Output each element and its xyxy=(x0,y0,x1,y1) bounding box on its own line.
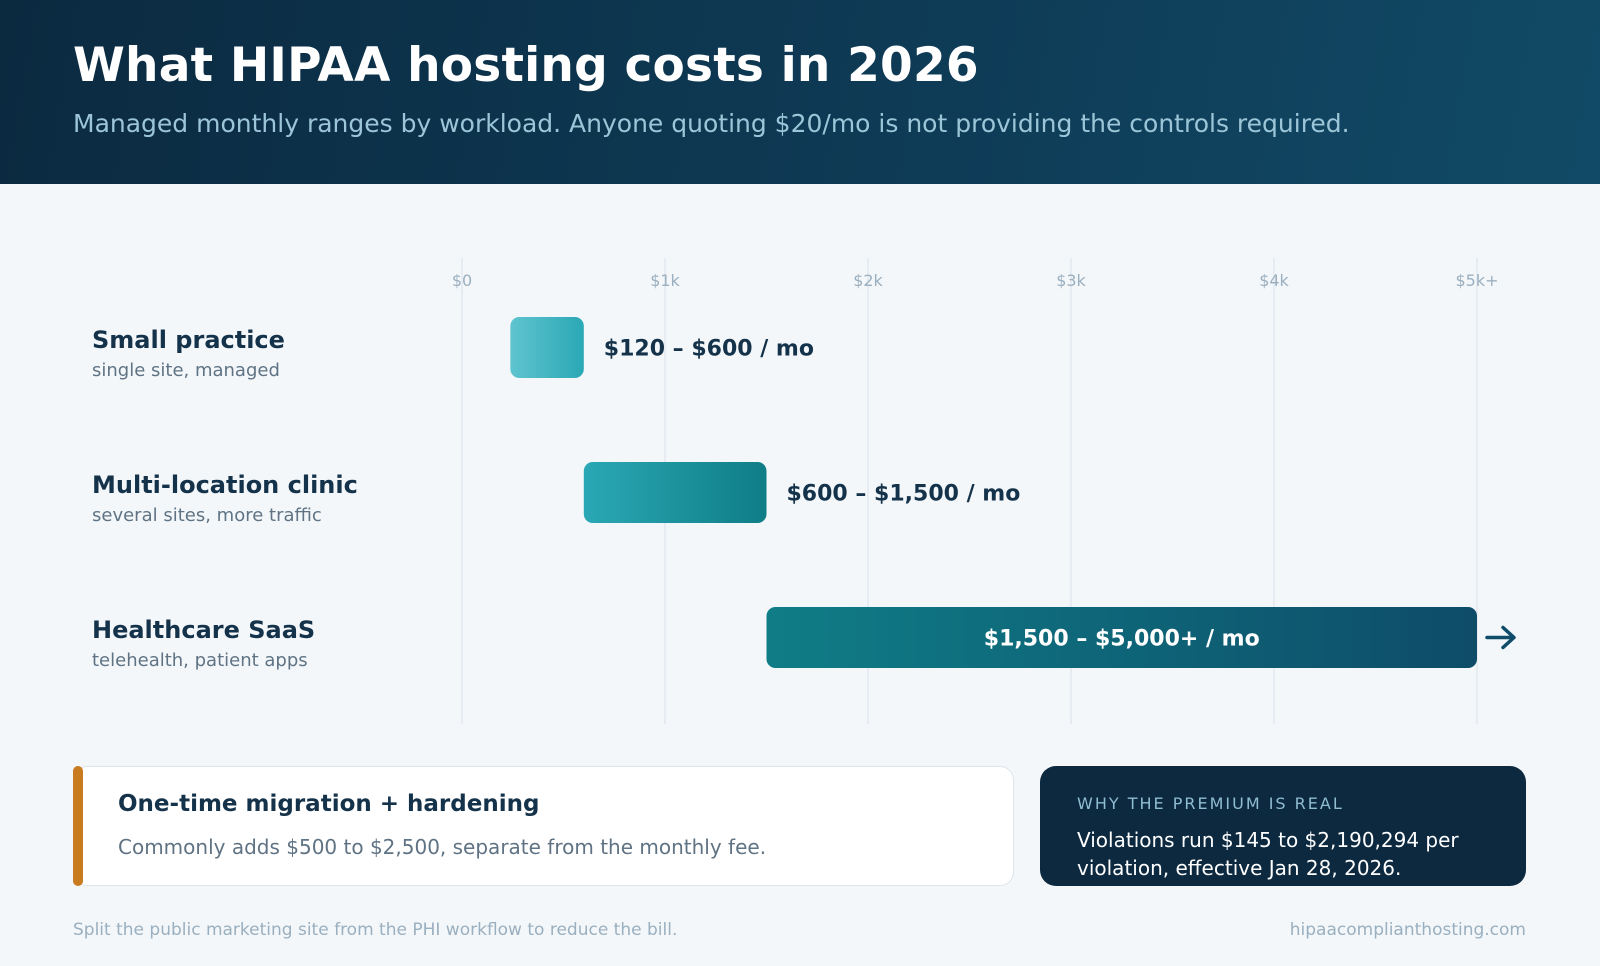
page-subtitle: Managed monthly ranges by workload. Anyo… xyxy=(73,109,1350,138)
row-label-healthcare-saas: Healthcare SaaS telehealth, patient apps xyxy=(92,616,315,671)
category-subtitle: telehealth, patient apps xyxy=(92,650,308,671)
x-tick-label: $3k xyxy=(1056,271,1086,290)
premium-card-kicker: WHY THE PREMIUM IS REAL xyxy=(1077,794,1344,813)
premium-card-body: Violations run $145 to $2,190,294 per vi… xyxy=(1077,828,1459,880)
category-subtitle: single site, managed xyxy=(92,360,280,381)
x-tick-label: $0 xyxy=(452,271,472,290)
category-name: Healthcare SaaS xyxy=(92,616,316,644)
footer-note: Split the public marketing site from the… xyxy=(73,920,678,940)
cost-range-chart: $0 $1k $2k $3k $4k $5k+ $120 – $600 / mo $600 –… xyxy=(0,184,1600,744)
migration-card-title: One-time migration + hardening xyxy=(118,791,540,817)
category-name: Small practice xyxy=(92,326,285,354)
range-bar xyxy=(510,317,584,378)
range-label: $120 – $600 / mo xyxy=(604,337,814,362)
range-bar xyxy=(766,607,1477,668)
row-label-small-practice: Small practice single site, managed xyxy=(92,326,285,381)
category-name: Multi-location clinic xyxy=(92,471,358,499)
chart-canvas: $0 $1k $2k $3k $4k $5k+ $120 – $600 / mo $600 –… xyxy=(452,258,1516,724)
range-bar xyxy=(583,462,767,523)
migration-card-body: Commonly adds $500 to $2,500, separate f… xyxy=(118,835,767,859)
arrow-right-icon xyxy=(1485,625,1516,650)
x-tick-label: $2k xyxy=(853,271,883,290)
x-tick-label: $4k xyxy=(1259,271,1289,290)
premium-card: WHY THE PREMIUM IS REAL Violations run $… xyxy=(1040,766,1526,886)
header-banner: What HIPAA hosting costs in 2026 Managed… xyxy=(0,0,1600,184)
x-tick-label: $5k+ xyxy=(1455,271,1498,290)
page-title: What HIPAA hosting costs in 2026 xyxy=(73,38,979,93)
card-accent-bar xyxy=(73,766,83,886)
row-label-multi-location: Multi-location clinic several sites, mor… xyxy=(92,471,358,526)
range-label: $600 – $1,500 / mo xyxy=(787,482,1021,507)
category-subtitle: several sites, more traffic xyxy=(92,505,322,526)
x-tick-label: $1k xyxy=(650,271,680,290)
migration-card: One-time migration + hardening Commonly … xyxy=(73,766,1014,886)
footer-site-link[interactable]: hipaacomplianthosting.com xyxy=(1289,920,1526,940)
range-label: $1,500 – $5,000+ / mo xyxy=(984,627,1260,652)
